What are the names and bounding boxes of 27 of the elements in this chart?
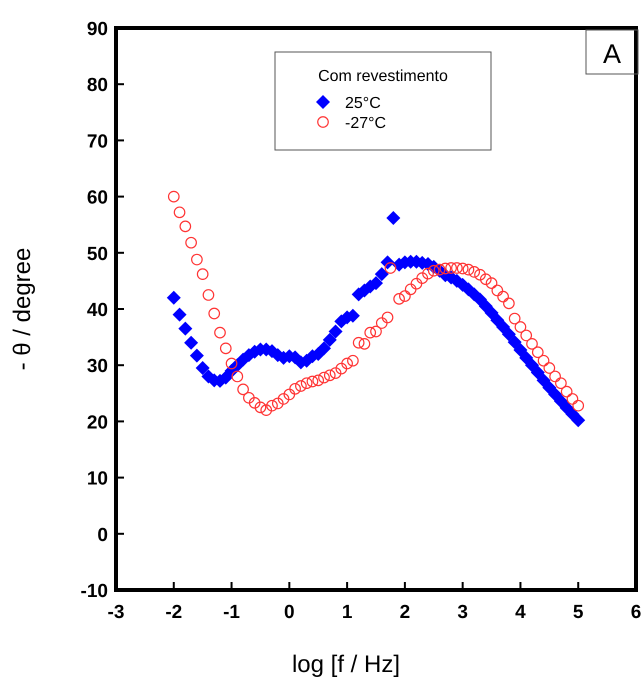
y-tick-label: 10 bbox=[86, 468, 108, 490]
x-tick-label: 3 bbox=[457, 602, 468, 623]
y-tick-label: 50 bbox=[86, 244, 108, 265]
x-tick-label: -3 bbox=[108, 602, 124, 623]
legend-label: 25°C bbox=[345, 95, 381, 112]
x-axis-title: log [f / Hz] bbox=[292, 651, 400, 678]
x-tick-label: 6 bbox=[630, 602, 642, 623]
y-tick-label: 30 bbox=[86, 356, 108, 378]
x-tick-label: 0 bbox=[284, 602, 295, 623]
y-axis-title: - θ / degree bbox=[9, 248, 36, 370]
y-tick-label: 0 bbox=[97, 524, 108, 546]
y-tick-label: 70 bbox=[86, 131, 108, 152]
y-tick-label: 90 bbox=[86, 19, 108, 40]
legend-label: -27°C bbox=[345, 115, 386, 132]
x-tick-label: 2 bbox=[400, 602, 410, 623]
x-tick-label: -2 bbox=[165, 602, 182, 623]
legend-title: Com revestimento bbox=[318, 68, 448, 85]
y-tick-label: 40 bbox=[86, 300, 108, 321]
x-tick-label: -1 bbox=[223, 602, 240, 623]
annotation: A bbox=[602, 39, 622, 69]
y-tick-label: 80 bbox=[86, 75, 108, 96]
y-tick-label: 20 bbox=[86, 412, 108, 434]
y-tick-label: -10 bbox=[80, 581, 108, 602]
x-tick-label: 4 bbox=[515, 602, 526, 623]
x-tick-label: 5 bbox=[572, 602, 584, 623]
y-tick-label: 60 bbox=[86, 188, 108, 209]
x-tick-label: 1 bbox=[342, 602, 353, 623]
